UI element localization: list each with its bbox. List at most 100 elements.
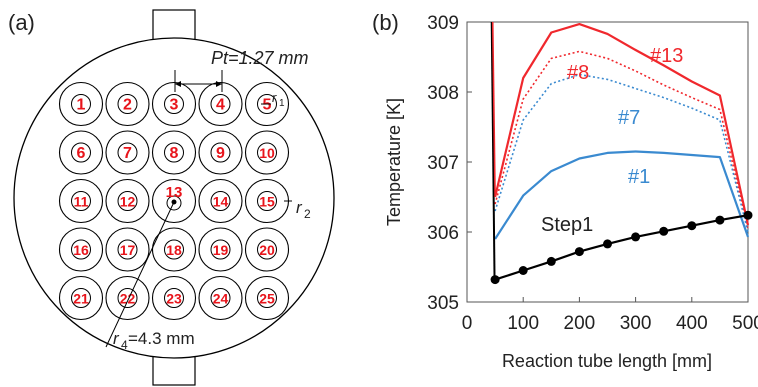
series-line [494,23,750,226]
x-tick-label: 300 [620,313,652,334]
y-axis-ticks: 305 306 307 308 309 [427,13,472,314]
tube-inner-circle [71,94,91,114]
series-n8 [494,50,749,229]
tube-14: 14 [198,178,243,224]
tube-inner-circle [210,191,231,211]
series-point [490,275,500,285]
tube-23: 23 [151,275,197,321]
tube-inner-circle [117,288,138,308]
tube-number: 23 [166,291,182,307]
tube-inner-circle [257,288,277,308]
series-label-7: #7 [618,107,640,129]
series-point [743,210,753,220]
tube-10: 10 [244,130,290,175]
tube-number: 6 [77,145,86,162]
tube-3: 3 [151,81,197,127]
center-dot [171,199,177,205]
tube-inner-circle [210,239,231,260]
inlet-spike-line-red [491,21,496,198]
tube-1: 1 [58,81,104,127]
series-step1 [490,210,753,285]
tube-7: 7 [105,130,150,175]
r4-line [105,201,175,348]
tube-22: 22 [105,275,150,321]
tube-21: 21 [58,275,104,321]
r4-value: =4.3 mm [128,329,195,348]
tube-18: 18 [151,227,197,272]
series-point [574,247,584,257]
tube-inner-circle [210,142,231,163]
series-line [494,150,750,240]
r4-label: r [113,329,120,348]
tube-11: 11 [58,178,104,224]
tube-inner-circle [164,239,184,260]
series-layer [490,21,753,285]
y-tick-label: 306 [427,223,459,244]
tube-inner-circle [164,288,184,308]
tube-number: 3 [170,97,179,114]
panel-b-label: (b) [372,10,399,35]
tube-number: 4 [216,97,225,114]
tube-inner-circle [210,288,231,308]
tube-number: 21 [73,291,89,307]
reactor-bottom-tab [152,354,196,386]
r1-label: r [272,90,277,105]
tube-number: 25 [259,291,275,307]
tube-number: 20 [259,242,275,258]
series-point [603,239,612,249]
reactor-top-tab [152,9,196,41]
series-n13 [494,23,750,226]
r4-sub: 4 [121,338,128,352]
series-n1 [494,150,750,240]
series-point [631,232,641,242]
tube-inner-circle [257,142,277,163]
tube-inner-circle [164,94,184,114]
r1-sub: 1 [279,98,285,109]
inlet-spike [490,21,496,280]
series-label-8: #8 [567,62,589,84]
r4-annotation: r 4 =4.3 mm [105,199,195,352]
x-tick-label: 200 [564,313,596,334]
tube-12: 12 [105,178,150,224]
series-label-13: #13 [650,45,683,67]
series-label-1: #1 [628,166,650,188]
series-line [494,50,749,229]
series-label-step1: Step1 [541,214,593,236]
tube-number: 9 [216,145,225,162]
tube-number: 13 [166,184,183,201]
tube-inner-circle [257,191,277,211]
tube-24: 24 [198,275,243,321]
tube-number: 2 [123,97,132,114]
tube-15: 15 [244,178,290,224]
tube-number: 1 [77,97,86,114]
x-axis-ticks: 0 100 200 300 400 500 [462,297,758,334]
x-tick-label: 100 [507,313,539,334]
tube-number: 16 [73,242,89,258]
y-tick-label: 309 [427,13,459,34]
tube-4: 4 [198,81,243,127]
tube-25: 25 [244,275,290,321]
x-tick-label: 0 [462,313,473,334]
plot-area-frame [466,21,749,303]
tube-number: 14 [213,194,229,210]
y-tick-label: 307 [427,153,459,174]
tube-number: 10 [259,145,275,161]
pitch-dimension: Pt=1.27 mm [174,48,309,92]
tube-17: 17 [105,227,150,272]
pitch-label: Pt=1.27 mm [211,48,309,68]
tube-number: 7 [123,145,132,162]
tube-inner-circle [210,94,231,114]
tube-inner-circle [117,94,138,114]
r1-annotation: r 1 [261,90,285,109]
tube-2: 2 [105,81,150,127]
inlet-spike-line [490,21,496,280]
tube-number: 24 [213,291,229,307]
tube-inner-circle [71,239,91,260]
y-axis-label: Temperature [K] [384,98,404,226]
pitch-label-text: Pt=1.27 mm [211,48,309,68]
tube-number: 8 [170,145,179,162]
panel-a-label: (a) [8,10,35,35]
